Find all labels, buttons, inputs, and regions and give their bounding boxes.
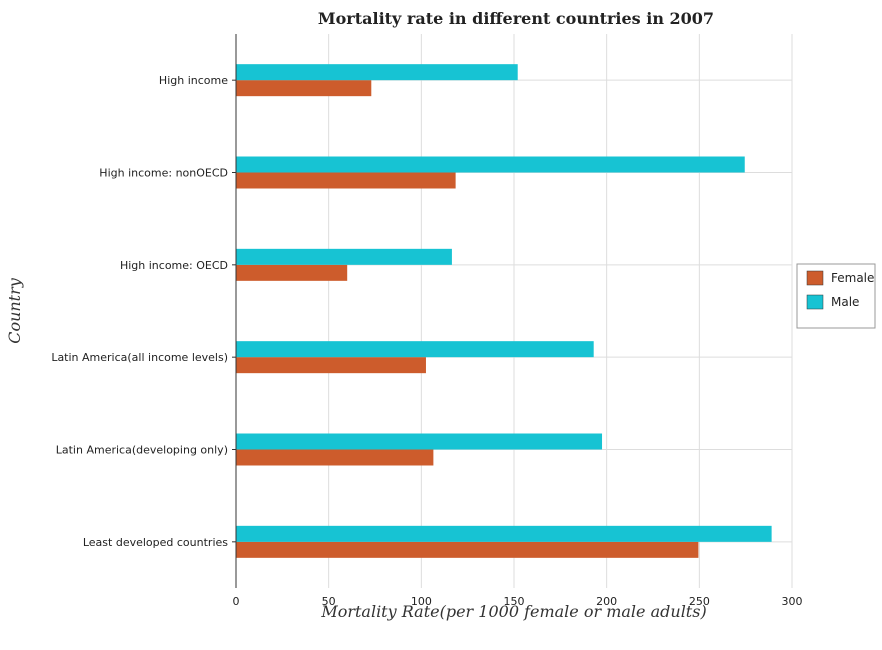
x-tick-label: 0	[233, 595, 240, 608]
x-axis-label: Mortality Rate(per 1000 female or male a…	[320, 602, 706, 621]
bar-female	[236, 264, 348, 281]
bar-male	[236, 525, 772, 542]
bar-female	[236, 172, 456, 189]
x-tick-label: 100	[411, 595, 432, 608]
bar-male	[236, 433, 603, 450]
x-tick-label: 250	[689, 595, 710, 608]
x-tick-label: 300	[782, 595, 803, 608]
legend-swatch-male	[806, 294, 824, 310]
y-tick-label: High income: nonOECD	[99, 167, 228, 180]
y-ticks: High income High income: nonOECD High inco…	[51, 74, 236, 549]
y-tick-label: High income	[159, 74, 228, 87]
legend-label-female: Female	[831, 271, 874, 285]
bar-male	[236, 248, 452, 265]
bar-female	[236, 80, 372, 97]
y-tick-label: High income: OECD	[120, 259, 228, 272]
x-ticks: 0 50 100 150 200 250 300	[233, 595, 803, 608]
legend-label-male: Male	[831, 295, 859, 309]
x-tick-label: 150	[504, 595, 525, 608]
x-tick-label: 50	[322, 595, 336, 608]
bars	[236, 64, 772, 558]
y-axis-label: Country	[5, 277, 24, 344]
grid-lines	[235, 34, 793, 588]
y-tick-label: Least developed countries	[83, 536, 228, 549]
bar-female	[236, 449, 434, 466]
bar-male	[236, 64, 518, 81]
bar-female	[236, 541, 699, 558]
bar-male	[236, 341, 594, 358]
legend-swatch-female	[806, 270, 824, 286]
bar-female	[236, 357, 426, 374]
legend: Female Male	[796, 263, 876, 329]
x-tick-label: 200	[596, 595, 617, 608]
y-tick-label: Latin America(developing only)	[56, 444, 228, 457]
chart-title: Mortality rate in different countries in…	[318, 9, 714, 28]
y-tick-label: Latin America(all income levels)	[51, 351, 228, 364]
bar-male	[236, 156, 745, 173]
